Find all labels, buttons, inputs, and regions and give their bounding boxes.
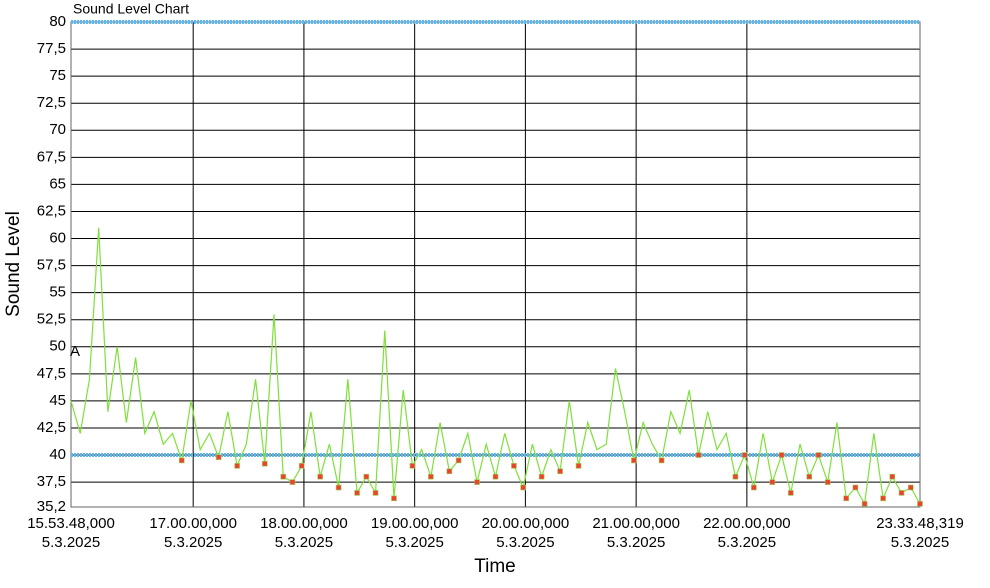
y-tick-label: 50 [49, 338, 66, 355]
below-threshold-marker [898, 490, 905, 496]
x-axis-label: Time [474, 556, 516, 577]
below-threshold-marker [769, 479, 776, 485]
below-threshold-marker [658, 457, 665, 464]
x-tick-label: 19.00.00,000 5.3.2025 [370, 515, 459, 551]
y-tick-label: 47,5 [37, 365, 66, 382]
y-tick-label: 77,5 [37, 40, 66, 57]
below-threshold-marker [289, 479, 296, 485]
y-tick-label: 40 [49, 446, 66, 463]
below-threshold-marker [889, 473, 896, 480]
below-threshold-marker [575, 463, 582, 469]
below-threshold-marker [234, 463, 240, 469]
x-tick-label: 18.00.00,000 5.3.2025 [260, 515, 348, 551]
y-tick-label: 75 [49, 67, 66, 84]
below-threshold-marker [363, 473, 370, 480]
below-threshold-marker [446, 468, 453, 475]
below-threshold-marker [520, 484, 526, 491]
below-threshold-marker [917, 500, 923, 507]
y-axis-label: Sound Level [3, 211, 24, 317]
below-threshold-marker [354, 490, 360, 496]
below-threshold-marker [492, 473, 499, 480]
below-threshold-marker [778, 452, 785, 458]
below-threshold-marker [409, 463, 416, 469]
x-tick-label: 23.33.48,319 5.3.2025 [876, 515, 964, 551]
below-threshold-marker [824, 479, 831, 485]
x-tick-label: 20.00.00,000 5.3.2025 [481, 515, 570, 551]
below-threshold-marker [732, 473, 739, 480]
y-tick-label: 80 [49, 13, 66, 30]
below-threshold-marker [372, 490, 379, 496]
below-threshold-marker [474, 479, 480, 485]
y-tick-label: 70 [49, 121, 66, 138]
below-threshold-marker [741, 452, 748, 458]
y-tick-label: 55 [49, 284, 66, 301]
y-tick-label: 42,5 [37, 419, 66, 436]
below-threshold-marker [178, 457, 185, 464]
below-threshold-marker [511, 463, 517, 469]
x-tick-label: 15.53.48,000 5.3.2025 [27, 515, 115, 551]
below-threshold-marker [852, 484, 859, 491]
below-threshold-marker [317, 473, 323, 480]
below-threshold-marker [391, 495, 397, 502]
x-tick-label: 17.00.00,000 5.3.2025 [149, 515, 237, 551]
below-threshold-marker [538, 473, 545, 480]
below-threshold-marker [815, 452, 822, 458]
below-threshold-marker [787, 490, 794, 496]
below-threshold-marker [428, 473, 434, 480]
below-threshold-marker [880, 495, 886, 502]
y-tick-label: 67,5 [37, 148, 66, 165]
below-threshold-marker [907, 484, 914, 491]
line-series [70, 227, 921, 506]
y-tick-label: 60 [49, 229, 66, 246]
below-threshold-marker [557, 468, 563, 475]
below-threshold-marker [631, 457, 637, 464]
y-tick-label: 37,5 [37, 473, 66, 490]
below-threshold-marker [843, 495, 849, 502]
y-tick-label: 45 [49, 392, 66, 409]
x-tick-label: 21.00.00,000 5.3.2025 [592, 515, 680, 551]
plot-frame [70, 21, 921, 508]
below-threshold-marker [861, 500, 868, 507]
below-threshold-marker [215, 454, 222, 461]
below-threshold-marker [695, 452, 702, 458]
y-tick-label: 57,5 [37, 257, 66, 274]
below-threshold-marker [806, 473, 813, 480]
below-threshold-marker [455, 457, 462, 464]
below-threshold-marker [335, 484, 342, 491]
y-tick-label: 62,5 [37, 202, 66, 219]
below-threshold-marker [298, 463, 305, 469]
chart-title: Sound Level Chart [73, 1, 189, 17]
y-tick-label: 52,5 [37, 311, 66, 328]
x-tick-label: 22.00.00,000 5.3.2025 [703, 515, 791, 551]
y-tick-label: 72,5 [37, 94, 66, 111]
annotation: A [70, 343, 80, 360]
y-tick-label: 65 [49, 175, 66, 192]
below-threshold-marker [280, 473, 287, 480]
below-threshold-marker [261, 460, 268, 467]
below-threshold-marker [751, 484, 757, 491]
y-tick-label: 35,2 [37, 498, 66, 515]
